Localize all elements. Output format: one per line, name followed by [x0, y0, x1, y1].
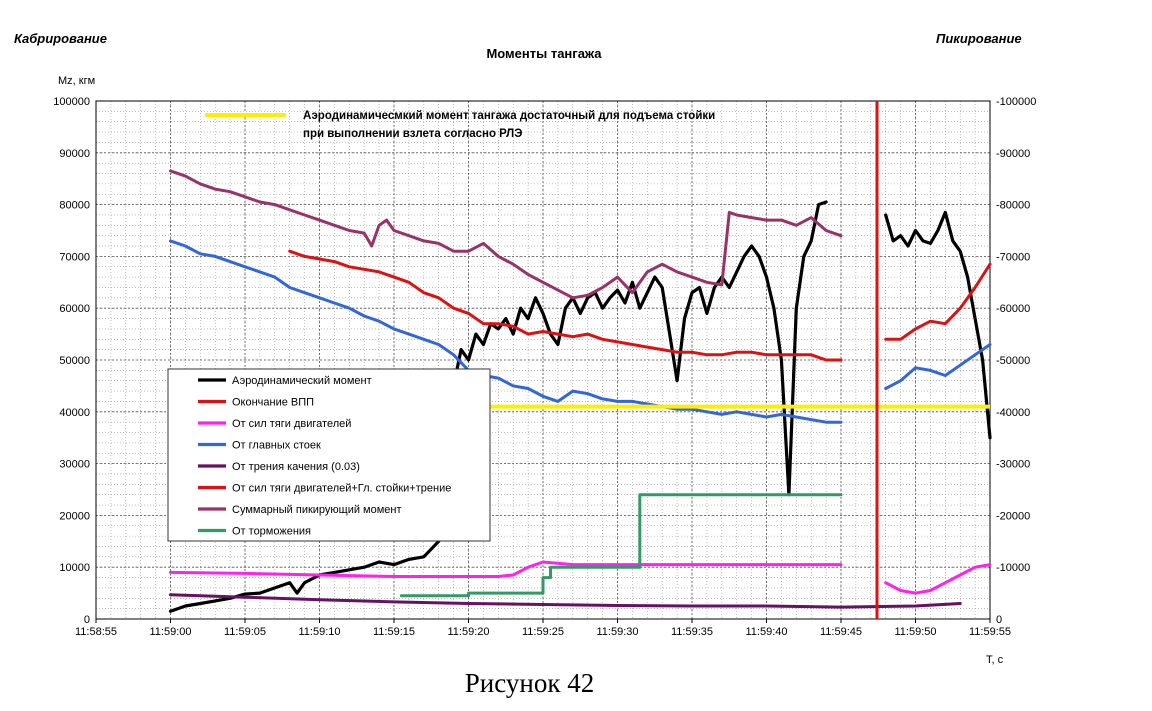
x-tick-label: 11:59:55 — [969, 626, 1011, 638]
y2-tick-label: -80000 — [996, 200, 1030, 212]
x-tick-label: 11:59:05 — [224, 626, 266, 638]
series-line-3 — [169, 239, 843, 424]
series-line-6 — [169, 169, 843, 300]
annotation-text: Аэродинамичесмкий момент тангажа достато… — [303, 110, 715, 122]
x-tick-label: 11:59:45 — [820, 626, 862, 638]
x-tick-label: 11:59:10 — [298, 626, 340, 638]
y2-tick-label: -10000 — [996, 562, 1030, 574]
x-axis-label: T, c — [986, 654, 1004, 666]
legend-entry: От торможения — [232, 526, 311, 538]
y-tick-label: 10000 — [59, 562, 90, 574]
x-tick-label: 11:58:55 — [75, 626, 117, 638]
x-tick-label: 11:59:30 — [596, 626, 638, 638]
x-tick-label: 11:59:35 — [671, 626, 713, 638]
y-tick-label: 0 — [84, 614, 90, 626]
y2-tick-label: -20000 — [996, 510, 1030, 522]
figure-caption: Рисунок 42 — [464, 668, 595, 698]
y-tick-label: 30000 — [59, 459, 90, 471]
annotation-text: при выполнении взлета согласно РЛЭ — [303, 128, 522, 140]
y2-tick-label: -50000 — [996, 355, 1030, 367]
x-tick-label: 11:59:00 — [149, 626, 191, 638]
series-line-1 — [288, 249, 843, 362]
x-tick-label: 11:59:25 — [522, 626, 564, 638]
legend-entry: От главных стоек — [232, 440, 321, 452]
series-line-2 — [884, 563, 992, 595]
y-tick-label: 40000 — [59, 407, 90, 419]
x-tick-label: 11:59:40 — [745, 626, 787, 638]
series-line-7 — [399, 493, 843, 598]
legend: Аэродинамический момент Окончание ВПП От с… — [167, 368, 491, 542]
series-line-2 — [169, 560, 843, 578]
x-tick-label: 11:59:15 — [373, 626, 415, 638]
y-axis-label: Mz, кгм — [58, 75, 95, 87]
y-tick-label: 70000 — [59, 251, 90, 263]
series-line-4 — [169, 593, 962, 609]
y2-tick-label: -30000 — [996, 459, 1030, 471]
legend-entry: Аэродинамический момент — [232, 375, 372, 387]
y-tick-label: 100000 — [53, 96, 90, 108]
x-tick-label: 11:59:20 — [447, 626, 489, 638]
y-tick-label: 50000 — [59, 355, 90, 367]
series-line-0 — [884, 210, 992, 440]
series-lines — [168, 169, 992, 613]
annotation: Аэродинамичесмкий момент тангажа достато… — [205, 101, 990, 619]
y2-tick-label: -60000 — [996, 303, 1030, 315]
legend-entry: От трения качения (0.03) — [232, 461, 360, 473]
y-tick-label: 60000 — [59, 303, 90, 315]
legend-entry: От сил тяги двигателей — [232, 418, 351, 430]
x-tick-label: 11:59:50 — [894, 626, 936, 638]
x-tick-labels: 11:58:55 11:59:00 11:59:05 11:59:10 11:59:15… — [75, 619, 1011, 638]
y2-tick-label: -90000 — [996, 148, 1030, 160]
y2-tick-label: -100000 — [996, 96, 1036, 108]
legend-box — [167, 368, 491, 542]
y2-tick-label: -40000 — [996, 407, 1030, 419]
legend-entry: От сил тяги двигателей+Гл. стойки+трение — [232, 483, 451, 495]
legend-entry: Окончание ВПП — [232, 397, 314, 409]
pitch-down-label: Пикирование — [936, 31, 1022, 46]
series-line-0 — [168, 200, 828, 613]
chart-title: Моменты тангажа — [486, 46, 602, 61]
y-tick-labels: 0 10000 20000 30000 40000 50000 60000 70000 8000… — [53, 96, 90, 626]
y2-tick-label: -70000 — [996, 251, 1030, 263]
legend-entry: Суммарный пикирующий момент — [232, 504, 402, 516]
series-line-3 — [884, 343, 992, 390]
series-line-1 — [884, 262, 992, 341]
y-tick-label: 20000 — [59, 510, 90, 522]
y-tick-label: 90000 — [59, 148, 90, 160]
y-tick-label: 80000 — [59, 200, 90, 212]
y2-tick-label: 0 — [996, 614, 1002, 626]
y2-tick-labels: 0 -10000 -20000 -30000 -40000 -50000 -60000 -70… — [996, 96, 1036, 626]
pitch-up-label: Кабрирование — [14, 31, 107, 46]
